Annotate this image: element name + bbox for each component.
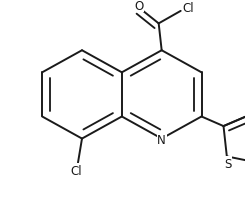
Text: N: N [157,133,166,146]
Text: Cl: Cl [183,2,195,14]
Text: S: S [224,157,232,170]
Text: O: O [134,0,143,13]
Text: Cl: Cl [70,164,82,177]
